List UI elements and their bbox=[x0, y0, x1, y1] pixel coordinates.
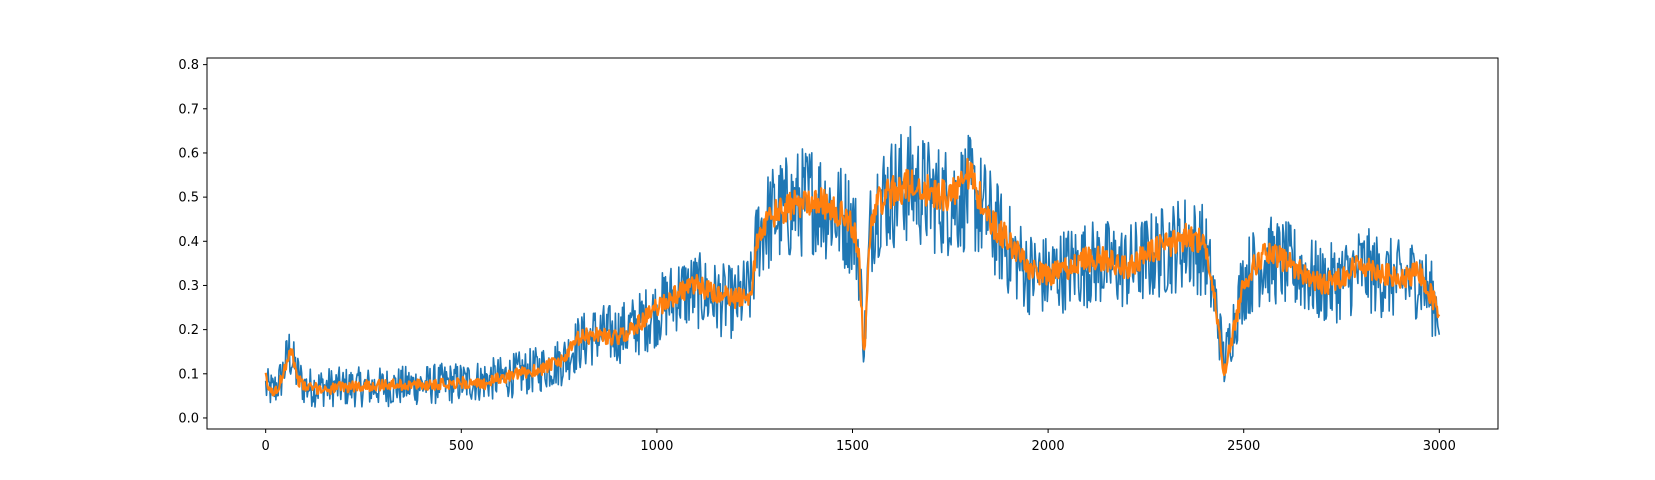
y-tick-label: 0.3 bbox=[178, 279, 199, 294]
y-tick-label: 0.2 bbox=[178, 323, 199, 338]
y-tick-label: 0.4 bbox=[178, 235, 199, 250]
x-tick-label: 1000 bbox=[640, 439, 673, 454]
x-tick-label: 2500 bbox=[1227, 439, 1260, 454]
x-tick-label: 3000 bbox=[1423, 439, 1456, 454]
y-tick-label: 0.6 bbox=[178, 146, 199, 161]
y-tick-label: 0.8 bbox=[178, 58, 199, 73]
y-tick-label: 0.1 bbox=[178, 367, 199, 382]
y-tick-label: 0.7 bbox=[178, 102, 199, 117]
y-tick-label: 0.0 bbox=[178, 411, 199, 426]
x-tick-label: 2000 bbox=[1032, 439, 1065, 454]
x-tick-label: 0 bbox=[262, 439, 270, 454]
y-axis: 0.0 0.1 0.2 0.3 0.4 0.5 0.6 0.7 0.8 bbox=[178, 58, 207, 426]
series-line-2 bbox=[264, 157, 1441, 397]
series-line-1 bbox=[264, 125, 1441, 408]
x-tick-label: 1500 bbox=[836, 439, 869, 454]
x-axis: 0 500 1000 1500 2000 2500 3000 bbox=[262, 429, 1456, 454]
x-tick-label: 500 bbox=[449, 439, 474, 454]
series-layer bbox=[264, 125, 1441, 408]
y-tick-label: 0.5 bbox=[178, 191, 199, 206]
